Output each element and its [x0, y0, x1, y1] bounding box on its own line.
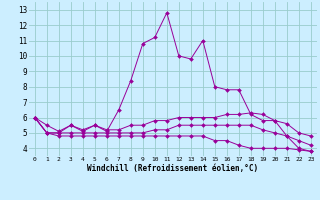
- X-axis label: Windchill (Refroidissement éolien,°C): Windchill (Refroidissement éolien,°C): [87, 164, 258, 173]
